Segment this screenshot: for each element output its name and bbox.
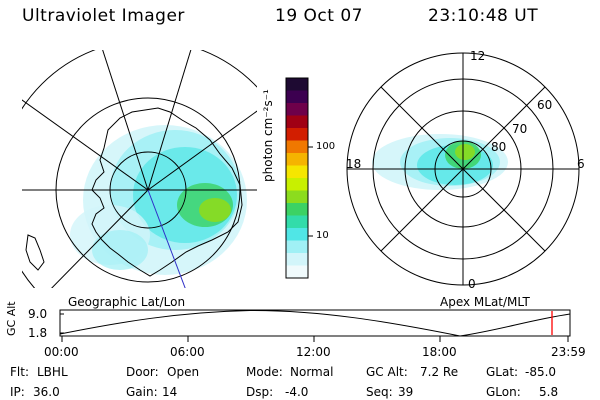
colorbar-step xyxy=(286,215,308,229)
filter-value: LBHL xyxy=(37,365,68,379)
gc-alt-label: GC Alt: xyxy=(366,365,408,379)
colorbar-step xyxy=(286,128,308,141)
seq-label: Seq: xyxy=(366,385,393,399)
mlt-label-6: 6 xyxy=(577,157,585,171)
geographic-panel-label: Geographic Lat/Lon xyxy=(68,295,186,309)
colorbar-step xyxy=(286,240,308,254)
seq-value: 39 xyxy=(398,385,414,399)
ip-value: 36.0 xyxy=(33,385,60,399)
mode-label: Mode: xyxy=(246,365,283,379)
colorbar-step xyxy=(286,265,308,279)
mlt-label-0: 0 xyxy=(468,277,476,291)
colorbar-step xyxy=(286,178,308,191)
gc-alt-axis-label: GC Alt xyxy=(5,301,18,336)
gc-alt-value: 7.2 Re xyxy=(420,365,459,379)
continent-outline xyxy=(91,107,243,277)
filter-label: Flt: xyxy=(10,365,29,379)
colorbar-unit-label: photon cm⁻²s⁻¹ xyxy=(261,89,275,182)
colorbar-step xyxy=(286,78,308,91)
date-label: 19 Oct 07 xyxy=(275,6,363,26)
y-tick-1-8: 1.8 xyxy=(28,326,48,340)
time-label: 23:10:48 UT xyxy=(428,6,539,26)
ip-label: IP: xyxy=(10,385,25,399)
dsp-label: Dsp: xyxy=(246,385,274,399)
gain-label: Gain: xyxy=(126,385,158,399)
mlt-label-18: 18 xyxy=(346,157,362,171)
colorbar-step xyxy=(286,228,308,241)
mode-value: Normal xyxy=(290,365,334,379)
door-value: Open xyxy=(167,365,200,379)
door-label: Door: xyxy=(126,365,159,379)
colorbar-step xyxy=(286,103,308,116)
dsp-value: -4.0 xyxy=(285,385,309,399)
x-tick-0000: 00:00 xyxy=(44,345,79,359)
colorbar-step xyxy=(286,190,308,204)
mlt-label-12: 12 xyxy=(470,49,486,63)
colorbar-tick-label-10: 10 xyxy=(316,230,329,241)
colorbar xyxy=(286,78,308,279)
x-tick-0600: 06:00 xyxy=(170,345,205,359)
mlat-label-60: 60 xyxy=(537,98,553,112)
imager-title: Ultraviolet Imager xyxy=(22,6,185,26)
apex-polar-plot xyxy=(346,52,580,286)
colorbar-step xyxy=(286,165,308,179)
aurora-emission-left xyxy=(70,125,247,275)
mlat-label-70: 70 xyxy=(512,122,528,136)
altitude-curve xyxy=(59,309,571,337)
x-tick-1200: 12:00 xyxy=(296,345,331,359)
geographic-map xyxy=(22,50,257,288)
apex-panel-label: Apex MLat/MLT xyxy=(440,295,530,309)
glat-label: GLat: xyxy=(486,365,519,379)
x-tick-1800: 18:00 xyxy=(422,345,457,359)
colorbar-step xyxy=(286,115,308,129)
altitude-timeline xyxy=(59,309,571,342)
south-america-outline xyxy=(25,234,45,271)
mlat-label-80: 80 xyxy=(491,140,507,154)
gain-value: 14 xyxy=(162,385,178,399)
colorbar-step xyxy=(286,140,308,154)
glat-value: -85.0 xyxy=(525,365,557,379)
x-tick-2359: 23:59 xyxy=(551,345,586,359)
colorbar-step xyxy=(286,203,308,216)
colorbar-step xyxy=(286,153,308,166)
y-tick-9: 9.0 xyxy=(28,307,48,321)
colorbar-frame xyxy=(285,77,309,279)
colorbar-tick-label-100: 100 xyxy=(316,141,336,152)
glon-value: 5.8 xyxy=(539,385,559,399)
colorbar-step xyxy=(286,253,308,266)
colorbar-step xyxy=(286,90,308,104)
glon-label: GLon: xyxy=(486,385,521,399)
